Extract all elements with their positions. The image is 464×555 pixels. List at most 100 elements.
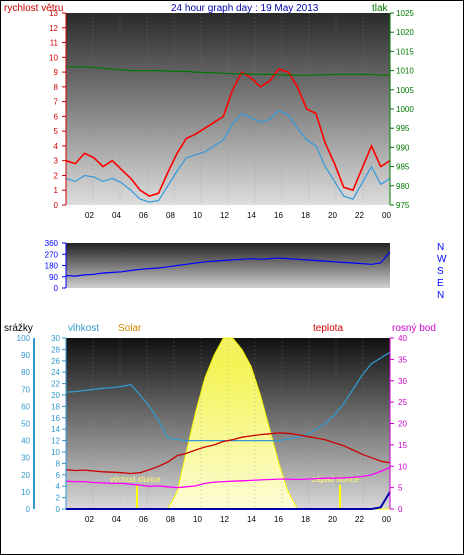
wind-tick-label: 3: [54, 157, 59, 166]
dir-tick-label: 90: [49, 273, 58, 282]
pressure-tick-label: 975: [396, 201, 410, 210]
wind-tick-label: 4: [54, 142, 59, 151]
x-tick-label: 20: [328, 211, 337, 220]
rain-tick-label: 30: [21, 454, 30, 463]
x-tick-label: 16: [274, 515, 283, 524]
pressure-axis-label: tlak: [372, 3, 389, 14]
wind-tick-label: 12: [49, 24, 58, 33]
temp-series: [65, 432, 391, 475]
temp-tick-label: 30: [398, 377, 407, 386]
x-tick-label: 18: [301, 515, 310, 524]
dir-series: [65, 251, 391, 277]
humidity-tick-label: 8: [56, 459, 61, 468]
x-tick-label: 14: [247, 211, 256, 220]
humidity-tick-label: 2: [56, 494, 61, 503]
pressure-tick-label: 1025: [396, 9, 414, 18]
compass-label: N: [437, 242, 444, 253]
rain-tick-label: 70: [21, 385, 30, 394]
dew-series: [65, 466, 391, 489]
compass-label: N: [437, 290, 444, 301]
compass-label: W: [437, 254, 447, 265]
humidity-tick-label: 28: [51, 345, 60, 354]
pressure-tick-label: 995: [396, 124, 410, 133]
temp-tick-label: 40: [398, 334, 407, 343]
dir-tick-label: 360: [45, 239, 59, 248]
wind-tick-label: 9: [54, 68, 59, 77]
humidity-tick-label: 20: [51, 391, 60, 400]
humidity-tick-label: 24: [51, 368, 60, 377]
x-tick-label: 22: [355, 211, 364, 220]
sunrise-label: východ slunce: [110, 475, 161, 484]
compass-label: S: [437, 266, 444, 277]
dir-tick-label: 270: [45, 250, 59, 259]
rain-tick-label: 80: [21, 368, 30, 377]
x-tick-label: 20: [328, 515, 337, 524]
x-tick-label: 22: [355, 515, 364, 524]
temp-tick-label: 25: [398, 398, 407, 407]
rain-tick-label: 60: [21, 402, 30, 411]
pressure-series: [66, 66, 390, 76]
temp-tick-label: 5: [398, 484, 403, 493]
chart-title: 24 hour graph day : 19 May 2013: [171, 3, 319, 14]
wind-tick-label: 0: [54, 201, 59, 210]
pressure-tick-label: 980: [396, 182, 410, 191]
pressure-tick-label: 1000: [396, 105, 414, 114]
x-tick-label: 04: [112, 211, 121, 220]
x-tick-label: 02: [85, 515, 94, 524]
wind-tick-label: 6: [54, 112, 59, 121]
x-tick-label: 04: [112, 515, 121, 524]
x-tick-label: 10: [193, 211, 202, 220]
pressure-tick-label: 1010: [396, 67, 414, 76]
rain-tick-label: 10: [21, 488, 30, 497]
dir-tick-label: 0: [54, 284, 59, 293]
wind-tick-label: 7: [54, 98, 59, 107]
wind-tick-label: 8: [54, 83, 59, 92]
rain-tick-label: 20: [21, 471, 30, 480]
compass-label: E: [437, 278, 444, 289]
wind-axis-label: rychlost větru: [4, 3, 63, 14]
pressure-tick-label: 1020: [396, 28, 414, 37]
humidity-tick-label: 18: [51, 402, 60, 411]
dir-tick-label: 180: [45, 262, 59, 271]
temp-axis-label: teplota: [313, 323, 343, 334]
rain-axis-label: srážky: [4, 323, 33, 334]
wind-tick-label: 1: [54, 186, 59, 195]
wind-tick-label: 2: [54, 171, 59, 180]
temp-tick-label: 35: [398, 355, 407, 364]
direction-panel: [66, 243, 390, 288]
rain-tick-label: 50: [21, 420, 30, 429]
x-tick-label: 00: [382, 211, 391, 220]
humidity-tick-label: 6: [56, 471, 61, 480]
x-tick-label: 10: [193, 515, 202, 524]
temp-tick-label: 10: [398, 462, 407, 471]
x-tick-label: 06: [139, 515, 148, 524]
x-tick-label: 08: [166, 515, 175, 524]
humidity-tick-label: 12: [51, 437, 60, 446]
x-tick-label: 02: [85, 211, 94, 220]
pressure-tick-label: 985: [396, 163, 410, 172]
rain-tick-label: 100: [17, 334, 31, 343]
pressure-tick-label: 1015: [396, 47, 414, 56]
wind-tick-label: 5: [54, 127, 59, 136]
gust-series: [65, 109, 391, 203]
wind-tick-label: 11: [50, 39, 59, 48]
humidity-tick-label: 14: [51, 425, 60, 434]
x-tick-label: 18: [301, 211, 310, 220]
wind-series: [65, 68, 391, 197]
temp-tick-label: 20: [398, 420, 407, 429]
x-tick-label: 08: [166, 211, 175, 220]
rain-tick-label: 40: [21, 437, 30, 446]
rain-tick-label: 90: [21, 351, 30, 360]
temp-tick-label: 15: [398, 441, 407, 450]
humidity-tick-label: 22: [51, 380, 60, 389]
humidity-tick-label: 16: [51, 414, 60, 423]
pressure-tick-label: 990: [396, 143, 410, 152]
humidity-tick-label: 30: [51, 334, 60, 343]
sunset-label: západ slunce: [312, 475, 360, 484]
x-tick-label: 00: [382, 515, 391, 524]
dew-axis-label: rosný bod: [392, 323, 436, 334]
rain-tick-label: 0: [26, 505, 31, 514]
humidity-tick-label: 26: [51, 357, 60, 366]
rain-series: [66, 491, 391, 510]
